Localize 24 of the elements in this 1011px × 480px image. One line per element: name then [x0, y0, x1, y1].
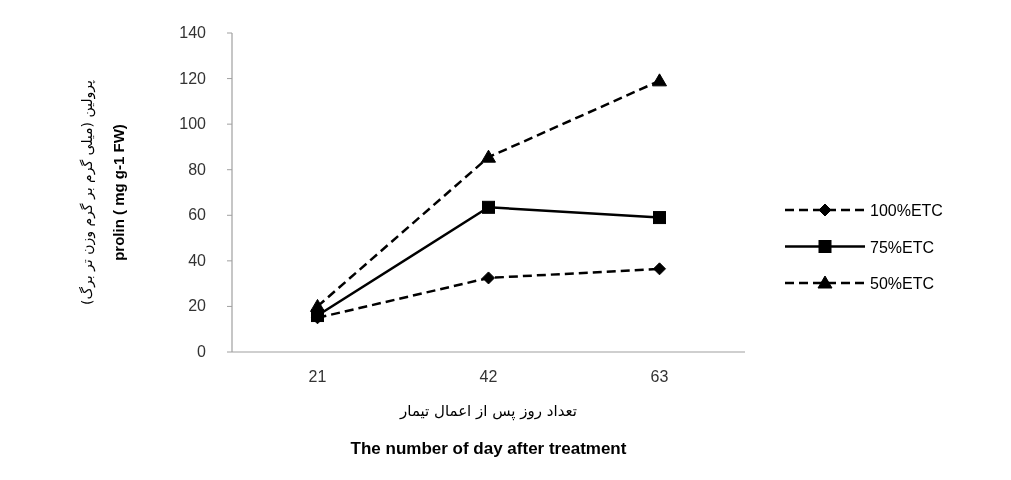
text: پرولین (میلی گرم بر گرم وزن تر برگ): [78, 79, 96, 305]
y-tick-label: 0: [197, 343, 207, 360]
text: تعداد روز پس از اعمال تیمار: [399, 402, 577, 421]
y-axis-title: prolin ( mg g-1 FW): [110, 124, 127, 261]
point: [652, 73, 667, 87]
y-tick-label: 120: [179, 69, 207, 87]
point: [482, 200, 495, 214]
point: [482, 271, 495, 285]
y-tick-label: 100: [179, 115, 207, 133]
point: [653, 211, 666, 225]
x-tick-label: 63: [650, 368, 669, 385]
x-tick-label: 42: [479, 368, 498, 385]
point: [653, 262, 666, 276]
legend-label: 50%ETC: [870, 275, 935, 292]
legend-label: 75%ETC: [870, 238, 935, 256]
y-tick-label: 20: [188, 297, 207, 315]
y-tick-label: 80: [188, 160, 207, 178]
x-axis-title: The number of day after treatment: [350, 439, 627, 458]
x-tick-label: 21: [308, 368, 327, 385]
y-tick-label: 140: [179, 24, 207, 41]
point: [481, 149, 496, 163]
legend-label: 100%ETC: [870, 202, 943, 219]
y-tick-label: 60: [188, 206, 207, 224]
y-tick-label: 40: [188, 251, 207, 269]
